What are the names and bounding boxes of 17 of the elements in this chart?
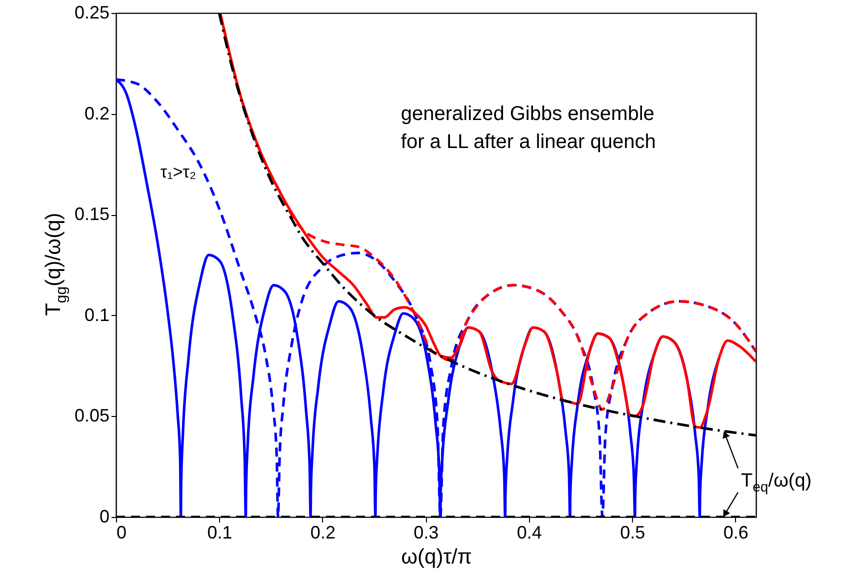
y-tick-label: 0 — [99, 506, 110, 526]
x-tick-label: 0.1 — [207, 522, 232, 542]
y-tick-label: 0.05 — [74, 406, 110, 426]
x-tick-label: 0.3 — [414, 522, 439, 542]
y-axis-title: Tgg(q)/ω(q) — [42, 212, 70, 316]
y-tick-label: 0.2 — [84, 103, 110, 124]
annotation: τ₁>τ₂ — [160, 162, 196, 182]
y-tick-label: 0.1 — [84, 304, 110, 325]
y-tick-label: 0.15 — [74, 204, 110, 224]
x-tick-label: 0.4 — [516, 522, 542, 542]
y-tick-label: 0.25 — [74, 2, 110, 22]
x-tick-label: 0.2 — [310, 522, 336, 542]
x-axis-title: ω(q)τ/π — [401, 546, 472, 568]
x-tick-label: 0.5 — [620, 522, 646, 542]
x-tick-label: 0.6 — [723, 522, 748, 542]
x-tick-label: 0 — [116, 522, 127, 542]
annotation: generalized Gibbs ensemble for a LL after a linear quench — [400, 102, 656, 153]
